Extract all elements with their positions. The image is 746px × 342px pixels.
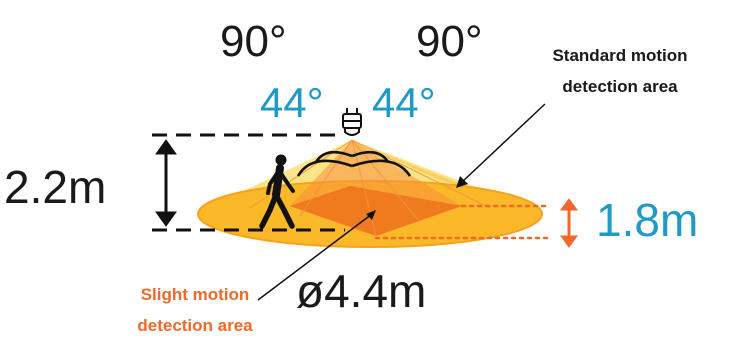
person-leg-front [273, 192, 295, 229]
slight-detection-floor [290, 186, 462, 236]
slight-area-leader-arrowhead [366, 210, 376, 220]
slight-area-label-line2: detection area [137, 316, 253, 335]
inner-angle-label-left: 44° [260, 79, 324, 126]
standard-area-label-line1: Standard motion [552, 46, 687, 65]
diameter-label: ø4.4m [296, 265, 426, 317]
person-leg-back [259, 192, 279, 229]
walking-person-icon [259, 154, 295, 229]
person-arm-front [278, 170, 295, 193]
slight-area-leader [257, 213, 373, 301]
sensor-dome [344, 128, 360, 136]
detection-height-label: 1.8m [596, 194, 698, 246]
mount-height-arrow-head-top [155, 139, 177, 155]
outer-angle-label-right: 90° [416, 17, 483, 66]
standard-area-label-line2: detection area [562, 77, 678, 96]
person-head [275, 154, 287, 166]
outer-angle-arc-left [296, 159, 353, 177]
standard-area-leader-arrowhead [456, 176, 468, 188]
mount-height-label: 2.2m [4, 161, 106, 213]
person-arm-back [266, 170, 280, 195]
mount-height-arrow [155, 139, 177, 227]
detection-height-arrow-head-bottom [560, 235, 578, 248]
detection-height-arrow [560, 198, 578, 248]
inner-angle-label-right: 44° [372, 79, 436, 126]
inner-angle-arc-right [351, 150, 390, 163]
sensor-bulb-icon [342, 108, 362, 136]
slight-area-label-line1: Slight motion [141, 285, 250, 304]
detection-height-arrow-head-top [560, 198, 578, 211]
outer-angle-arc-right [351, 159, 412, 177]
outer-angle-label-left: 90° [220, 17, 287, 66]
standard-area-leader [461, 103, 546, 183]
mount-height-arrow-head-bottom [155, 211, 177, 227]
inner-angle-arc-left [314, 150, 353, 163]
